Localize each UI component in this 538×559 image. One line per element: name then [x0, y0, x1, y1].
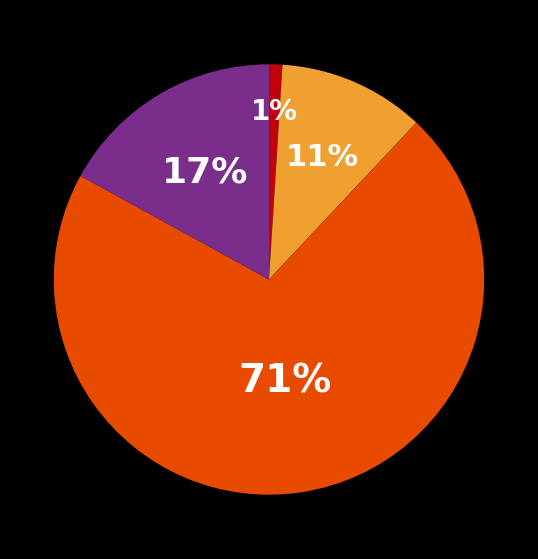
Wedge shape: [269, 64, 282, 280]
Text: 11%: 11%: [286, 143, 358, 172]
Text: 71%: 71%: [238, 363, 332, 401]
Wedge shape: [80, 64, 269, 280]
Wedge shape: [269, 65, 416, 280]
Text: 17%: 17%: [162, 155, 249, 189]
Wedge shape: [54, 122, 484, 495]
Text: 1%: 1%: [251, 98, 298, 126]
